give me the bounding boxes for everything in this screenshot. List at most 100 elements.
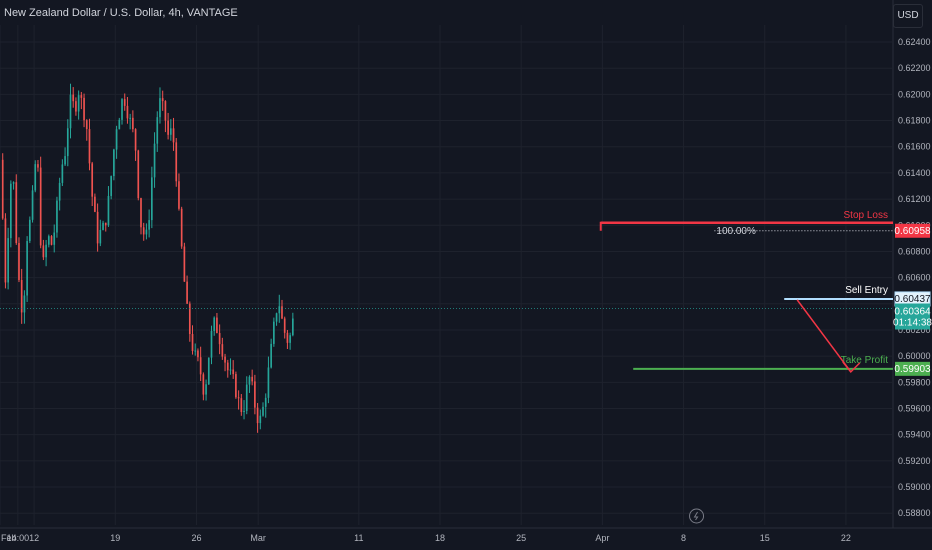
candle-body: [123, 99, 126, 106]
lightning-icon: [689, 508, 705, 524]
candle-body: [213, 317, 216, 332]
candle-body: [28, 219, 31, 242]
candle-body: [104, 222, 107, 226]
stop-loss-price-tag: [895, 223, 930, 238]
candle-body: [1, 159, 4, 219]
take-profit-price: 0.59903: [894, 364, 931, 375]
x-tick-label: Mar: [250, 533, 266, 543]
candle-body: [42, 245, 45, 258]
candle-body: [291, 318, 294, 336]
candle-body: [12, 182, 15, 184]
y-tick-label: 0.59800: [898, 377, 931, 387]
candle-body: [7, 238, 9, 283]
currency-button[interactable]: USD: [893, 4, 923, 28]
chart-title: New Zealand Dollar / U.S. Dollar, 4h, VA…: [4, 7, 238, 19]
candle-body: [169, 128, 172, 135]
candle-body: [205, 384, 207, 395]
candle-body: [240, 398, 243, 413]
x-tick-label: 26: [191, 533, 201, 543]
candle-body: [64, 156, 66, 165]
candle-body: [210, 331, 213, 358]
candle-body: [96, 211, 99, 244]
candle-body: [167, 120, 169, 135]
candle-body: [72, 94, 75, 102]
candle-body: [34, 164, 37, 191]
x-tick-label: 22: [841, 533, 851, 543]
candle-body: [23, 295, 26, 313]
candle-body: [15, 182, 18, 244]
candle-body: [94, 196, 96, 212]
candle-body: [180, 208, 183, 247]
candle-body: [259, 415, 262, 424]
candle-body: [256, 407, 259, 424]
candle-body: [202, 374, 205, 395]
candle-body: [142, 227, 145, 235]
arrow-shaft: [796, 299, 852, 373]
candle-body: [226, 362, 229, 371]
candle-body: [235, 374, 237, 398]
bar-countdown: 01:14:38: [893, 318, 932, 329]
candle-body: [275, 313, 278, 322]
candle-body: [273, 321, 275, 344]
candle-body: [20, 279, 23, 313]
y-tick-label: 0.58800: [898, 508, 931, 518]
candle-body: [69, 94, 72, 129]
candle-body: [77, 95, 80, 112]
candle-body: [281, 306, 283, 319]
take-profit-label: Take Profit: [841, 355, 888, 366]
y-tick-label: 0.59600: [898, 404, 931, 414]
candle-body: [289, 335, 291, 343]
candle-body: [199, 357, 202, 375]
y-tick-label: 0.60800: [898, 246, 931, 256]
candle-body: [39, 167, 42, 246]
candle-body: [91, 163, 94, 197]
sell-entry-label: Sell Entry: [845, 285, 888, 296]
candle-body: [161, 98, 164, 102]
candle-body: [145, 229, 148, 235]
candle-body: [50, 236, 53, 245]
candle-body: [4, 218, 7, 283]
y-tick-label: 0.61600: [898, 142, 931, 152]
y-tick-label: 0.62200: [898, 63, 931, 73]
candle-body: [186, 281, 188, 304]
candle-body: [121, 99, 123, 120]
candle-body: [262, 406, 264, 416]
candle-body: [75, 101, 77, 112]
candle-body: [216, 317, 218, 334]
y-tick-label: 0.61200: [898, 194, 931, 204]
candle-body: [156, 117, 159, 144]
fib-percent-label: 100.00%: [716, 226, 756, 237]
take-profit-price-tag: [895, 361, 930, 376]
candle-body: [218, 333, 221, 345]
lightning-icon-bolt: [693, 511, 699, 521]
candle-body: [183, 246, 186, 282]
x-tick-label: 18: [435, 533, 445, 543]
candle-body: [88, 129, 91, 164]
candle-body: [224, 356, 226, 363]
candle-body: [188, 303, 191, 335]
y-tick-label: 0.62000: [898, 89, 931, 99]
candle-body: [264, 397, 267, 407]
candle-body: [175, 142, 178, 182]
candle-body: [207, 357, 210, 385]
candle-body: [221, 344, 224, 357]
y-tick-label: 0.60000: [898, 351, 931, 361]
candle-body: [134, 129, 137, 151]
y-tick-label: 0.61800: [898, 116, 931, 126]
arrow-head: [842, 361, 861, 373]
x-tick-label: 12: [29, 533, 39, 543]
candle-body: [102, 222, 104, 230]
y-tick-label: 0.59000: [898, 482, 931, 492]
stop-loss-price: 0.60958: [894, 226, 931, 237]
sell-entry-price: 0.60437: [894, 294, 931, 305]
candle-body: [37, 164, 39, 168]
x-tick-label: 15: [760, 533, 770, 543]
candle-body: [26, 241, 28, 296]
candle-body: [99, 229, 102, 244]
candle-body: [140, 198, 142, 228]
x-tick-label: 11: [354, 533, 363, 543]
x-tick-label: 8: [681, 533, 686, 543]
candle-body: [232, 369, 235, 375]
